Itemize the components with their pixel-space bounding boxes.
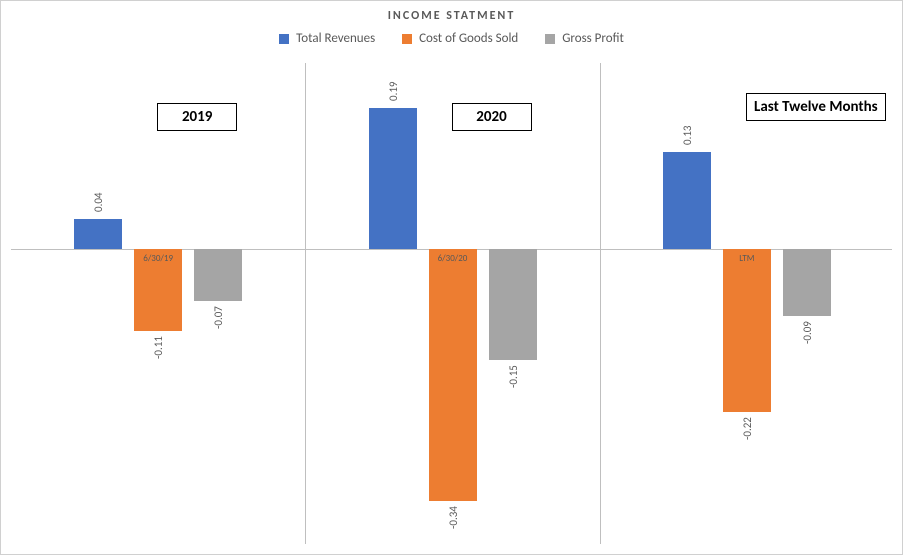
panel-divider bbox=[600, 63, 601, 544]
legend-item-cogs: Cost of Goods Sold bbox=[402, 31, 518, 46]
bar-value-label: -0.09 bbox=[801, 318, 814, 348]
chart-title: INCOME STATMENT bbox=[1, 1, 902, 23]
bar-value-label: -0.07 bbox=[212, 303, 225, 333]
legend-swatch bbox=[545, 34, 555, 44]
category-label: 2019 bbox=[157, 103, 237, 131]
bar bbox=[783, 249, 831, 316]
axis-tick-label: LTM bbox=[718, 253, 776, 264]
bar-value-label: 0.19 bbox=[387, 76, 400, 106]
legend-item-revenues: Total Revenues bbox=[279, 31, 375, 46]
legend-label: Total Revenues bbox=[296, 31, 375, 46]
bar-value-label: -0.34 bbox=[447, 503, 460, 533]
axis-tick-label: 6/30/20 bbox=[424, 253, 482, 264]
legend-label: Gross Profit bbox=[562, 31, 624, 46]
bar-value-label: -0.22 bbox=[741, 414, 754, 444]
bar bbox=[723, 249, 771, 412]
bar bbox=[663, 152, 711, 249]
income-statement-chart: INCOME STATMENT Total Revenues Cost of G… bbox=[0, 0, 903, 555]
chart-legend: Total Revenues Cost of Goods Sold Gross … bbox=[1, 23, 902, 46]
axis-tick-label: 6/30/19 bbox=[129, 253, 187, 264]
bar-value-label: -0.15 bbox=[507, 362, 520, 392]
legend-item-gross-profit: Gross Profit bbox=[545, 31, 624, 46]
legend-swatch bbox=[279, 34, 289, 44]
legend-label: Cost of Goods Sold bbox=[419, 31, 518, 46]
plot-area: 2019 0.04 -0.11 6/30/19 -0.07 2020 0.19 -0.34 6/… bbox=[11, 63, 892, 544]
bar bbox=[194, 249, 242, 301]
bar-value-label: 0.13 bbox=[681, 120, 694, 150]
legend-swatch bbox=[402, 34, 412, 44]
bar bbox=[74, 219, 122, 249]
category-label: 2020 bbox=[452, 103, 532, 131]
category-label: Last Twelve Months bbox=[746, 93, 886, 121]
bar bbox=[369, 108, 417, 249]
bar-value-label: -0.11 bbox=[152, 333, 165, 363]
panel-divider bbox=[305, 63, 306, 544]
bar bbox=[489, 249, 537, 360]
bar bbox=[429, 249, 477, 502]
bar-value-label: 0.04 bbox=[92, 187, 105, 217]
